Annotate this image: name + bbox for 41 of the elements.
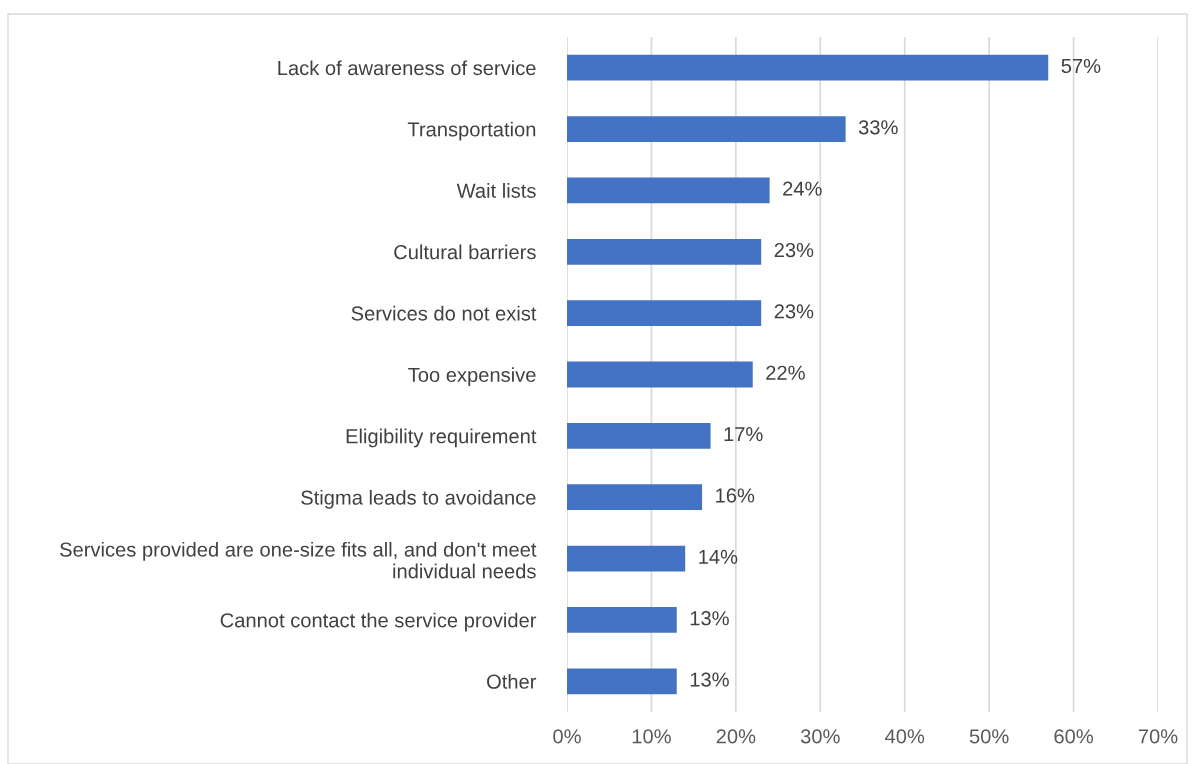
data-label: 24% [783, 181, 822, 196]
bar [567, 54, 1049, 81]
data-label: 13% [690, 611, 729, 626]
y-tick-label: Services do not exist [351, 305, 537, 321]
bar [567, 116, 846, 142]
data-label: 14% [699, 549, 738, 564]
data-label: 23% [774, 242, 814, 258]
bar [567, 422, 711, 449]
y-tick-label: Lack of awareness of service [278, 60, 536, 76]
bar [567, 668, 677, 695]
bar [567, 177, 770, 204]
y-tick-label: Cultural barriers [394, 244, 536, 260]
data-label: 33% [858, 120, 898, 135]
x-tick-label: 50% [969, 729, 1009, 744]
y-tick-label: Too expensive [408, 367, 536, 386]
bar [567, 300, 762, 327]
y-tick-label: Transportation [407, 121, 536, 141]
x-tick-label: 20% [716, 729, 756, 744]
x-tick-label: 70% [1138, 729, 1178, 744]
data-label: 16% [716, 488, 755, 503]
x-tick-label: 0% [553, 729, 581, 744]
y-tick-label: Other [487, 674, 537, 689]
y-tick-label: Services provided are one-size fits all, and don't meet individual needs [60, 541, 537, 579]
bar [567, 484, 703, 511]
data-label: 22% [766, 365, 805, 380]
y-tick-label: Eligibility requirement [346, 428, 537, 448]
x-tick-label: 40% [885, 729, 925, 744]
y-tick-label: Cannot contact the service provider [220, 612, 537, 632]
x-tick-label: 30% [800, 729, 840, 744]
y-tick-label: Stigma leads to avoidance [301, 489, 536, 509]
data-label: 17% [724, 427, 763, 442]
data-label: 23% [774, 304, 814, 319]
x-tick-label: 10% [632, 729, 671, 744]
bar [567, 545, 686, 572]
x-tick-label: 60% [1054, 729, 1094, 744]
bar [567, 607, 677, 633]
bar [567, 361, 753, 388]
y-tick-label: Wait lists [456, 183, 536, 198]
data-label: 57% [1061, 58, 1101, 74]
data-label: 13% [690, 672, 729, 687]
bar [567, 238, 762, 265]
